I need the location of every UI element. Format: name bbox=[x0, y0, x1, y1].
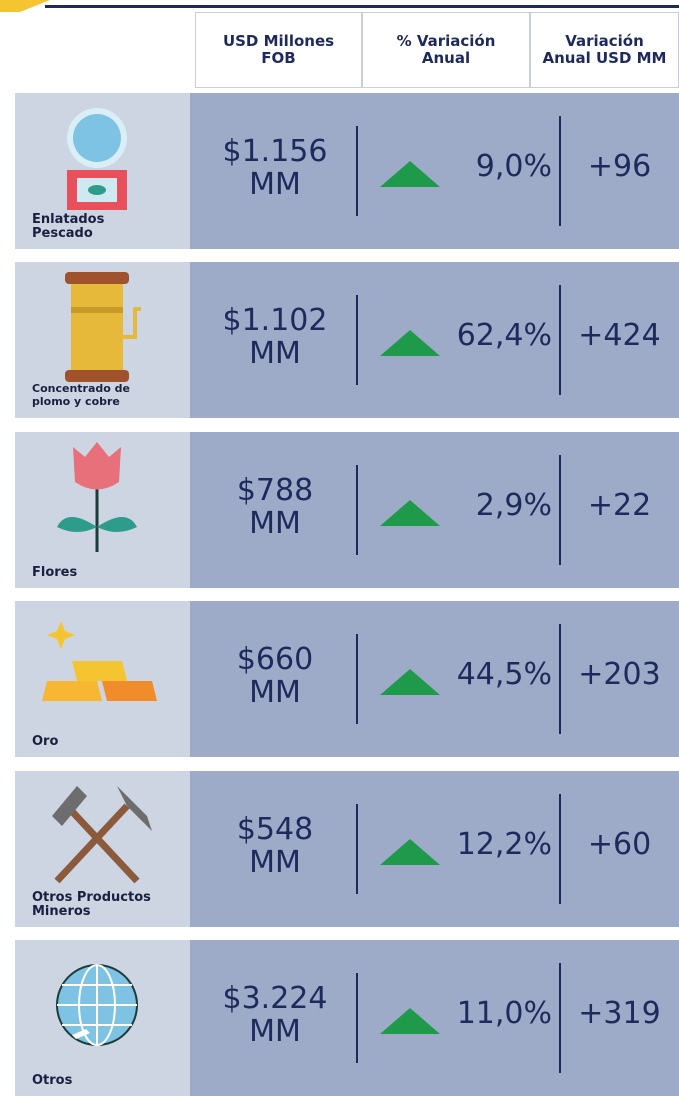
divider bbox=[559, 963, 561, 1073]
product-icon bbox=[57, 442, 137, 552]
product-icon bbox=[42, 621, 157, 701]
row-data-cell: $788 MM 2,9% +22 bbox=[190, 432, 679, 588]
product-icon bbox=[67, 108, 127, 210]
value: $660 MM bbox=[190, 643, 360, 709]
value: $1.156 MM bbox=[190, 135, 360, 201]
up-arrow bbox=[380, 839, 440, 865]
variation: 11,0% bbox=[456, 996, 552, 1031]
divider bbox=[559, 116, 561, 226]
value-amount: $548 bbox=[236, 812, 314, 847]
divider bbox=[559, 794, 561, 904]
divider bbox=[356, 295, 358, 385]
value-amount: $1.102 bbox=[222, 303, 328, 338]
product-name: Enlatados Pescado bbox=[32, 213, 104, 241]
value-amount: $3.224 bbox=[222, 981, 328, 1016]
value: $1.102 MM bbox=[190, 304, 360, 370]
annual-change: +22 bbox=[587, 488, 652, 523]
variation: 12,2% bbox=[456, 827, 552, 862]
row-label-cell: Enlatados Pescado bbox=[15, 93, 190, 249]
column-header: USD Millones FOB bbox=[195, 12, 362, 88]
row-label-cell: Otros Productos Mineros bbox=[15, 771, 190, 927]
variation: 2,9% bbox=[475, 488, 552, 523]
name-line: Otros bbox=[32, 1073, 73, 1088]
divider bbox=[356, 126, 358, 216]
name-line: Concentrado de bbox=[32, 382, 130, 395]
annual-change: +203 bbox=[578, 657, 661, 692]
product-icon bbox=[56, 964, 138, 1046]
value-unit: MM bbox=[249, 336, 301, 371]
up-arrow bbox=[380, 161, 440, 187]
product-name: Oro bbox=[32, 735, 58, 749]
divider bbox=[356, 634, 358, 724]
name-line: Enlatados bbox=[32, 212, 105, 227]
name-line: Flores bbox=[32, 565, 78, 580]
value-amount: $1.156 bbox=[222, 134, 328, 169]
up-arrow bbox=[380, 330, 440, 356]
row-data-cell: $1.102 MM 62,4% +424 bbox=[190, 262, 679, 418]
annual-change: +96 bbox=[587, 149, 652, 184]
top-decoration bbox=[0, 0, 679, 12]
column-header: % Variación Anual bbox=[362, 12, 530, 88]
value-amount: $660 bbox=[236, 642, 314, 677]
product-icon bbox=[65, 272, 141, 382]
row-label-cell: Concentrado de plomo y cobre bbox=[15, 262, 190, 418]
row-data-cell: $548 MM 12,2% +60 bbox=[190, 771, 679, 927]
name-line: Otros Productos bbox=[32, 890, 151, 905]
value-unit: MM bbox=[249, 1014, 301, 1049]
name-line: Oro bbox=[32, 734, 59, 749]
row-data-cell: $1.156 MM 9,0% +96 bbox=[190, 93, 679, 249]
product-name: Flores bbox=[32, 566, 77, 580]
annual-change: +424 bbox=[578, 318, 661, 353]
value-unit: MM bbox=[249, 675, 301, 710]
up-arrow bbox=[380, 669, 440, 695]
value: $548 MM bbox=[190, 813, 360, 879]
name-line: Mineros bbox=[32, 904, 91, 919]
value-amount: $788 bbox=[236, 473, 314, 508]
name-line: plomo y cobre bbox=[32, 395, 120, 408]
row-label-cell: Otros bbox=[15, 940, 190, 1096]
up-arrow bbox=[380, 1008, 440, 1034]
annual-change: +319 bbox=[578, 996, 661, 1031]
value: $3.224 MM bbox=[190, 982, 360, 1048]
divider bbox=[559, 624, 561, 734]
value-unit: MM bbox=[249, 506, 301, 541]
variation: 62,4% bbox=[456, 318, 552, 353]
variation: 44,5% bbox=[456, 657, 552, 692]
column-header: Variación Anual USD MM bbox=[530, 12, 679, 88]
divider bbox=[559, 285, 561, 395]
name-line: Pescado bbox=[32, 226, 93, 241]
row-label-cell: Oro bbox=[15, 601, 190, 757]
product-name: Otros bbox=[32, 1074, 72, 1088]
up-arrow bbox=[380, 500, 440, 526]
product-name: Concentrado de plomo y cobre bbox=[32, 382, 130, 408]
row-label-cell: Flores bbox=[15, 432, 190, 588]
divider bbox=[356, 804, 358, 894]
row-data-cell: $3.224 MM 11,0% +319 bbox=[190, 940, 679, 1096]
product-name: Otros Productos Mineros bbox=[32, 891, 151, 919]
product-icon bbox=[52, 786, 152, 884]
value-unit: MM bbox=[249, 167, 301, 202]
value: $788 MM bbox=[190, 474, 360, 540]
variation: 9,0% bbox=[475, 149, 552, 184]
divider bbox=[559, 455, 561, 565]
divider bbox=[356, 973, 358, 1063]
row-data-cell: $660 MM 44,5% +203 bbox=[190, 601, 679, 757]
value-unit: MM bbox=[249, 845, 301, 880]
divider bbox=[356, 465, 358, 555]
annual-change: +60 bbox=[587, 827, 652, 862]
